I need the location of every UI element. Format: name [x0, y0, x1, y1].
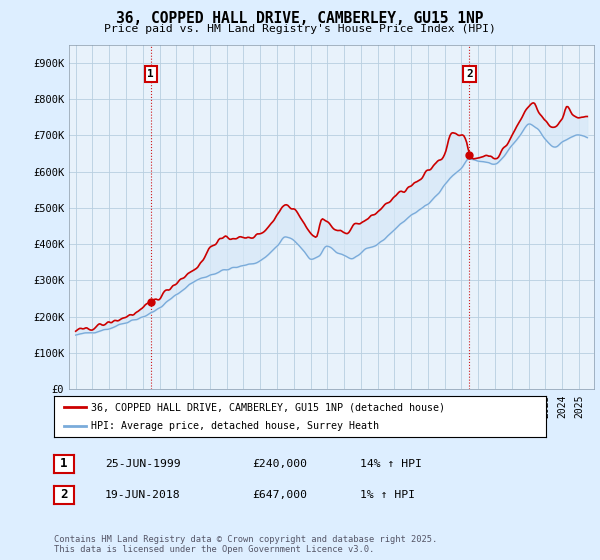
- Text: Price paid vs. HM Land Registry's House Price Index (HPI): Price paid vs. HM Land Registry's House …: [104, 24, 496, 34]
- Text: 1% ↑ HPI: 1% ↑ HPI: [360, 490, 415, 500]
- Text: £647,000: £647,000: [252, 490, 307, 500]
- Text: Contains HM Land Registry data © Crown copyright and database right 2025.
This d: Contains HM Land Registry data © Crown c…: [54, 535, 437, 554]
- Text: £240,000: £240,000: [252, 459, 307, 469]
- Text: 2: 2: [60, 488, 68, 501]
- Text: 36, COPPED HALL DRIVE, CAMBERLEY, GU15 1NP (detached house): 36, COPPED HALL DRIVE, CAMBERLEY, GU15 1…: [91, 403, 445, 412]
- Text: 1: 1: [60, 458, 68, 470]
- Text: 1: 1: [148, 69, 154, 79]
- Text: 2: 2: [466, 69, 473, 79]
- Text: 36, COPPED HALL DRIVE, CAMBERLEY, GU15 1NP: 36, COPPED HALL DRIVE, CAMBERLEY, GU15 1…: [116, 11, 484, 26]
- Text: HPI: Average price, detached house, Surrey Heath: HPI: Average price, detached house, Surr…: [91, 421, 379, 431]
- Text: 25-JUN-1999: 25-JUN-1999: [105, 459, 181, 469]
- Text: 19-JUN-2018: 19-JUN-2018: [105, 490, 181, 500]
- Text: 14% ↑ HPI: 14% ↑ HPI: [360, 459, 422, 469]
